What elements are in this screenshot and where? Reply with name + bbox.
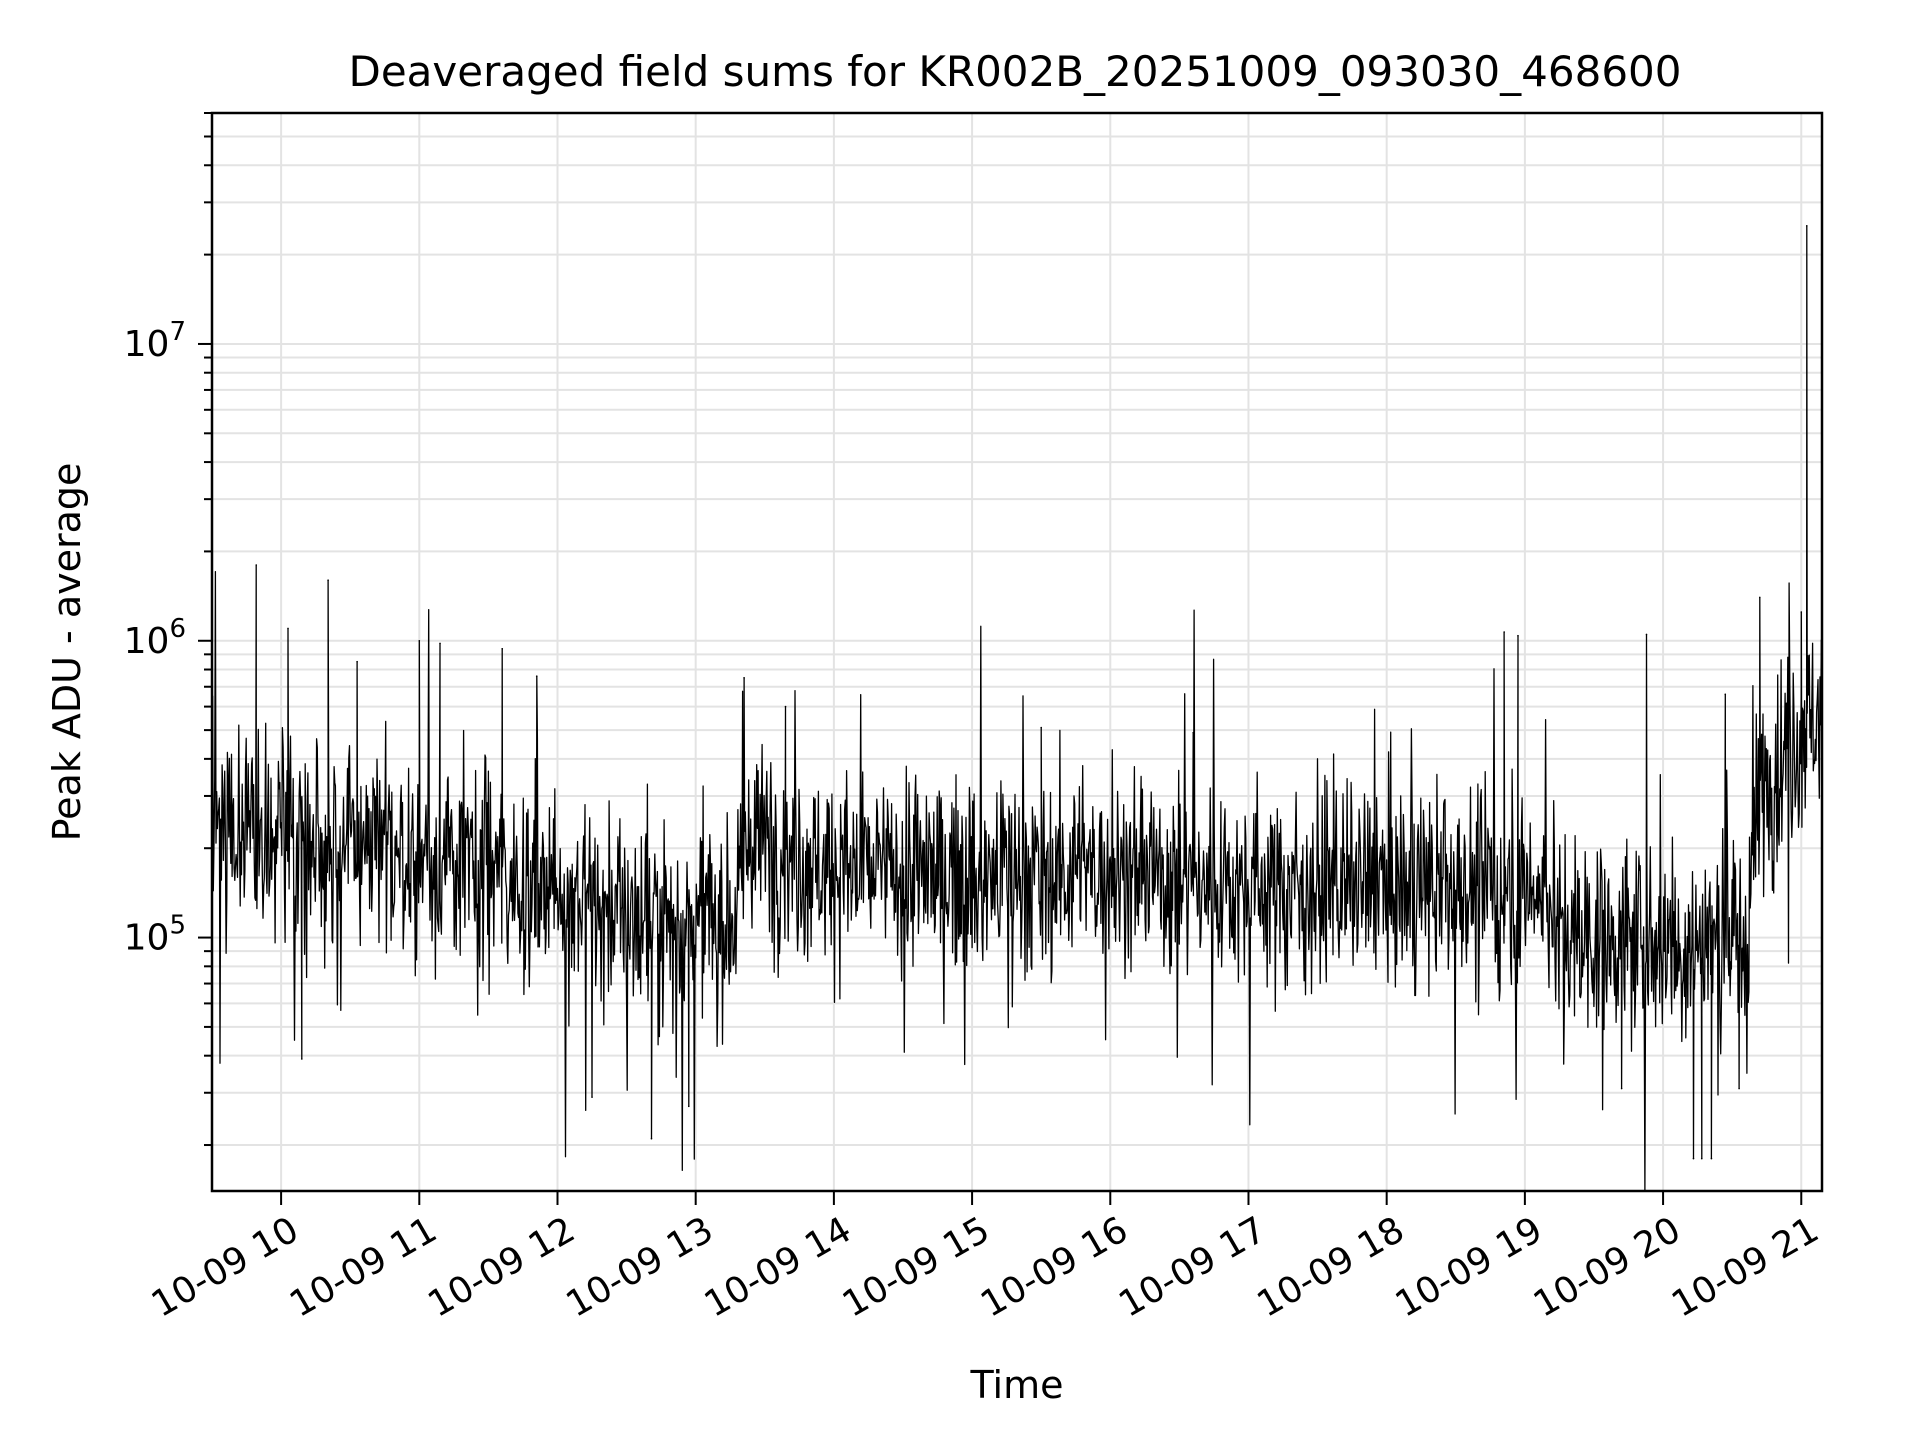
plot-frame [210,111,1824,1193]
data-point [301,1058,303,1060]
data-point [687,1105,690,1108]
data-point [1700,1157,1703,1160]
data-point [650,1137,653,1140]
data-point [1759,596,1761,599]
data-point [439,642,441,645]
y-tick-label: 105 [124,911,186,959]
data-point [784,705,787,708]
data-point [1724,693,1727,696]
y-tick-label: 106 [124,614,186,662]
data-point [1692,1157,1695,1160]
data-point [327,579,329,581]
data-point [1192,731,1195,734]
data-point [1645,633,1648,636]
data-point [501,647,504,650]
data-point [356,660,358,663]
data-point [1620,1087,1623,1090]
data-point [255,564,258,566]
data-point [1503,631,1505,633]
data-point [1517,634,1519,637]
data-point [418,639,421,642]
data-point [287,627,289,630]
chart-title: Deaveraged field sums for KR002B_2025100… [349,47,1682,96]
data-series [211,225,1823,1192]
y-axis-label: Peak ADU - average [45,463,89,842]
data-point [1805,225,1808,227]
data-point [591,1096,593,1098]
data-line [211,225,1823,1192]
y-tick-label: 107 [124,317,186,365]
x-axis-label: Time [970,1363,1064,1407]
data-point [743,677,745,679]
data-point [1040,726,1042,729]
data-point [1800,611,1803,613]
data-point [1710,1157,1713,1160]
data-point [1738,1087,1740,1090]
data-point [535,675,538,677]
